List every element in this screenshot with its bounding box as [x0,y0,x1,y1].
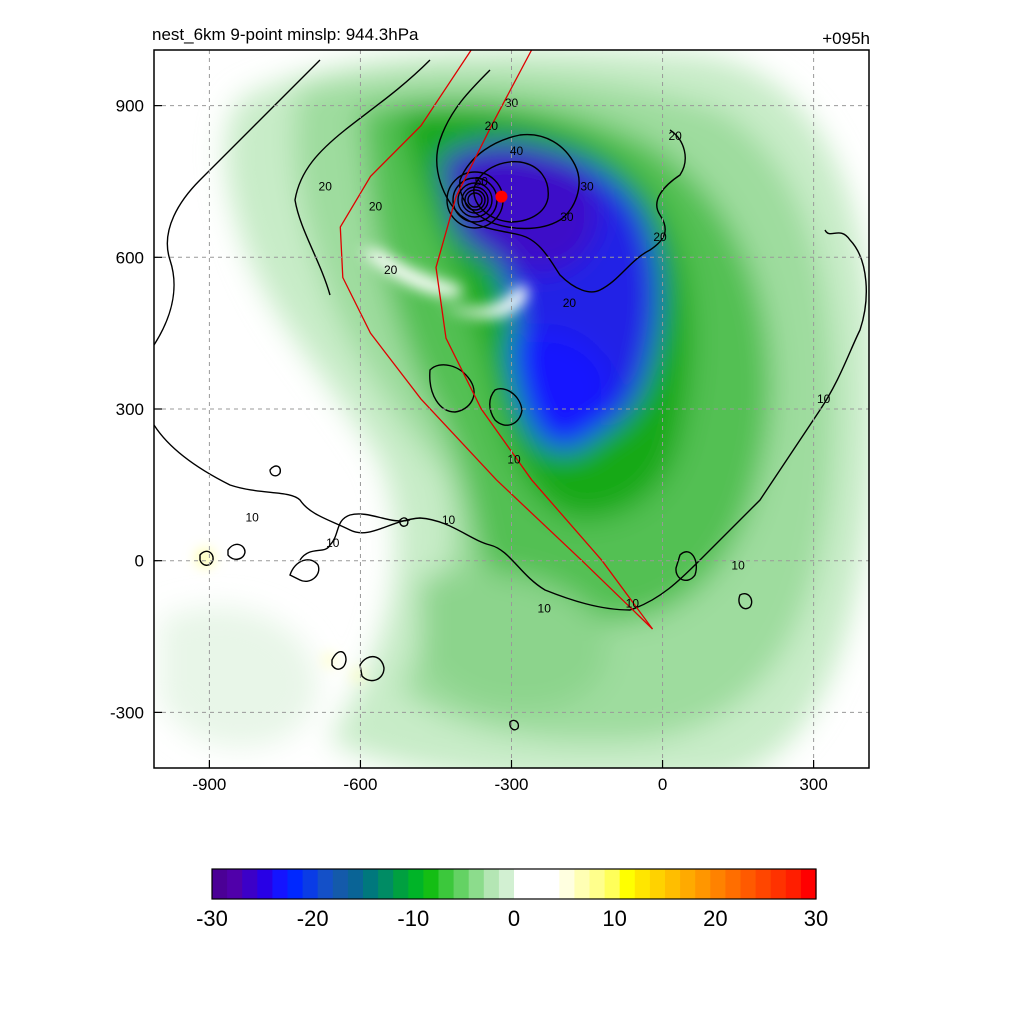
colorbar-swatch [529,869,545,899]
track-line-outer [339,50,653,630]
colorbar-swatch [483,869,500,899]
x-tick-label: 0 [658,775,667,794]
track-line-inner [435,50,654,630]
y-tick-label: 600 [116,248,144,267]
y-tick-label: 900 [116,97,144,116]
y-tick-label: 300 [116,400,144,419]
contour-label: 10 [442,513,456,527]
contour-label: 20 [653,230,667,244]
colorbar-swatch [695,869,711,899]
colorbar-swatch [574,869,591,899]
x-tick-label: -600 [343,775,377,794]
colorbar-swatch [559,869,575,899]
contour-label: 20 [668,129,682,143]
colorbar-swatch [257,869,273,899]
colorbar-swatch [453,869,470,899]
grid [154,50,869,768]
colorbar-tick-label: -20 [297,906,329,931]
title-right: +095h [822,29,870,48]
contour-label: 20 [384,263,398,277]
colorbar-swatch [212,869,228,899]
x-tick-label: -900 [192,775,226,794]
contour-label: 10 [626,597,640,611]
colorbar-swatch [363,869,379,899]
colorbar-swatch [423,869,440,899]
colorbar-swatch [680,869,696,899]
colorbar-swatch [438,869,455,899]
colorbar-swatch [770,869,787,899]
contour-label: 30 [580,180,594,194]
colorbar-swatch [649,869,666,899]
contour-label: 30 [560,210,574,224]
colorbar-swatch [468,869,485,899]
contour-label: 20 [563,296,577,310]
y-tick-label: 0 [135,552,144,571]
colorbar-swatch [589,869,606,899]
colorbar-swatch [740,869,757,899]
colorbar: -30 -20 -10 0 10 20 30 [196,868,828,931]
colorbar-swatch [408,869,424,899]
colorbar-swatch [634,869,651,899]
colorbar-swatch [725,869,742,899]
contour-label: 20 [319,180,333,194]
colorbar-tick-label: -30 [196,906,228,931]
colorbar-swatch [514,869,530,899]
colorbar-tick-label: 10 [602,906,626,931]
colorbar-tick-label: 0 [508,906,520,931]
colorbar-tick-label: 30 [804,906,828,931]
colorbar-swatch [393,869,409,899]
colorbar-swatch [242,869,258,899]
colorbar-swatch [544,869,560,899]
x-tick-label: 300 [799,775,827,794]
contour-label: 50 [475,174,489,188]
colorbar-swatch [317,869,334,899]
storm-center-marker [495,190,508,203]
y-tick-label: -300 [110,703,144,722]
contour-label: 10 [817,392,831,406]
colorbar-swatch [785,869,802,899]
colorbar-swatch [302,869,319,899]
colorbar-swatch [347,869,364,899]
contour-label: 20 [369,200,383,214]
colorbar-swatch [800,869,817,899]
colorbar-swatch [619,869,636,899]
colorbar-swatch [378,869,394,899]
colorbar-swatch [498,869,515,899]
colorbar-swatch [665,869,681,899]
colorbar-swatch [272,869,289,899]
x-tick-label: -300 [494,775,528,794]
track-lines [339,50,654,630]
contour-label: 40 [510,144,524,158]
colorbar-frame [211,868,817,900]
colorbar-swatch [710,869,726,899]
contour-label: 10 [246,511,260,525]
contour-label: 10 [507,453,521,467]
contour-label: 10 [326,536,340,550]
contour-label: 20 [485,119,499,133]
contour-label: 30 [505,96,519,110]
plot-area: 10 10 10 10 10 10 10 10 20 20 20 20 20 20 20 30 30 30 40 50 [154,50,869,768]
colorbar-swatch [227,869,243,899]
title-left: nest_6km 9-point minslp: 944.3hPa [152,25,419,44]
contour-label: 10 [538,602,552,616]
colorbar-tick-label: -10 [397,906,429,931]
colorbar-swatch [604,869,621,899]
colorbar-tick-label: 20 [703,906,727,931]
colorbar-swatch [332,869,349,899]
contour-label: 10 [731,559,745,573]
colorbar-swatch [755,869,772,899]
colorbar-swatch [287,869,304,899]
